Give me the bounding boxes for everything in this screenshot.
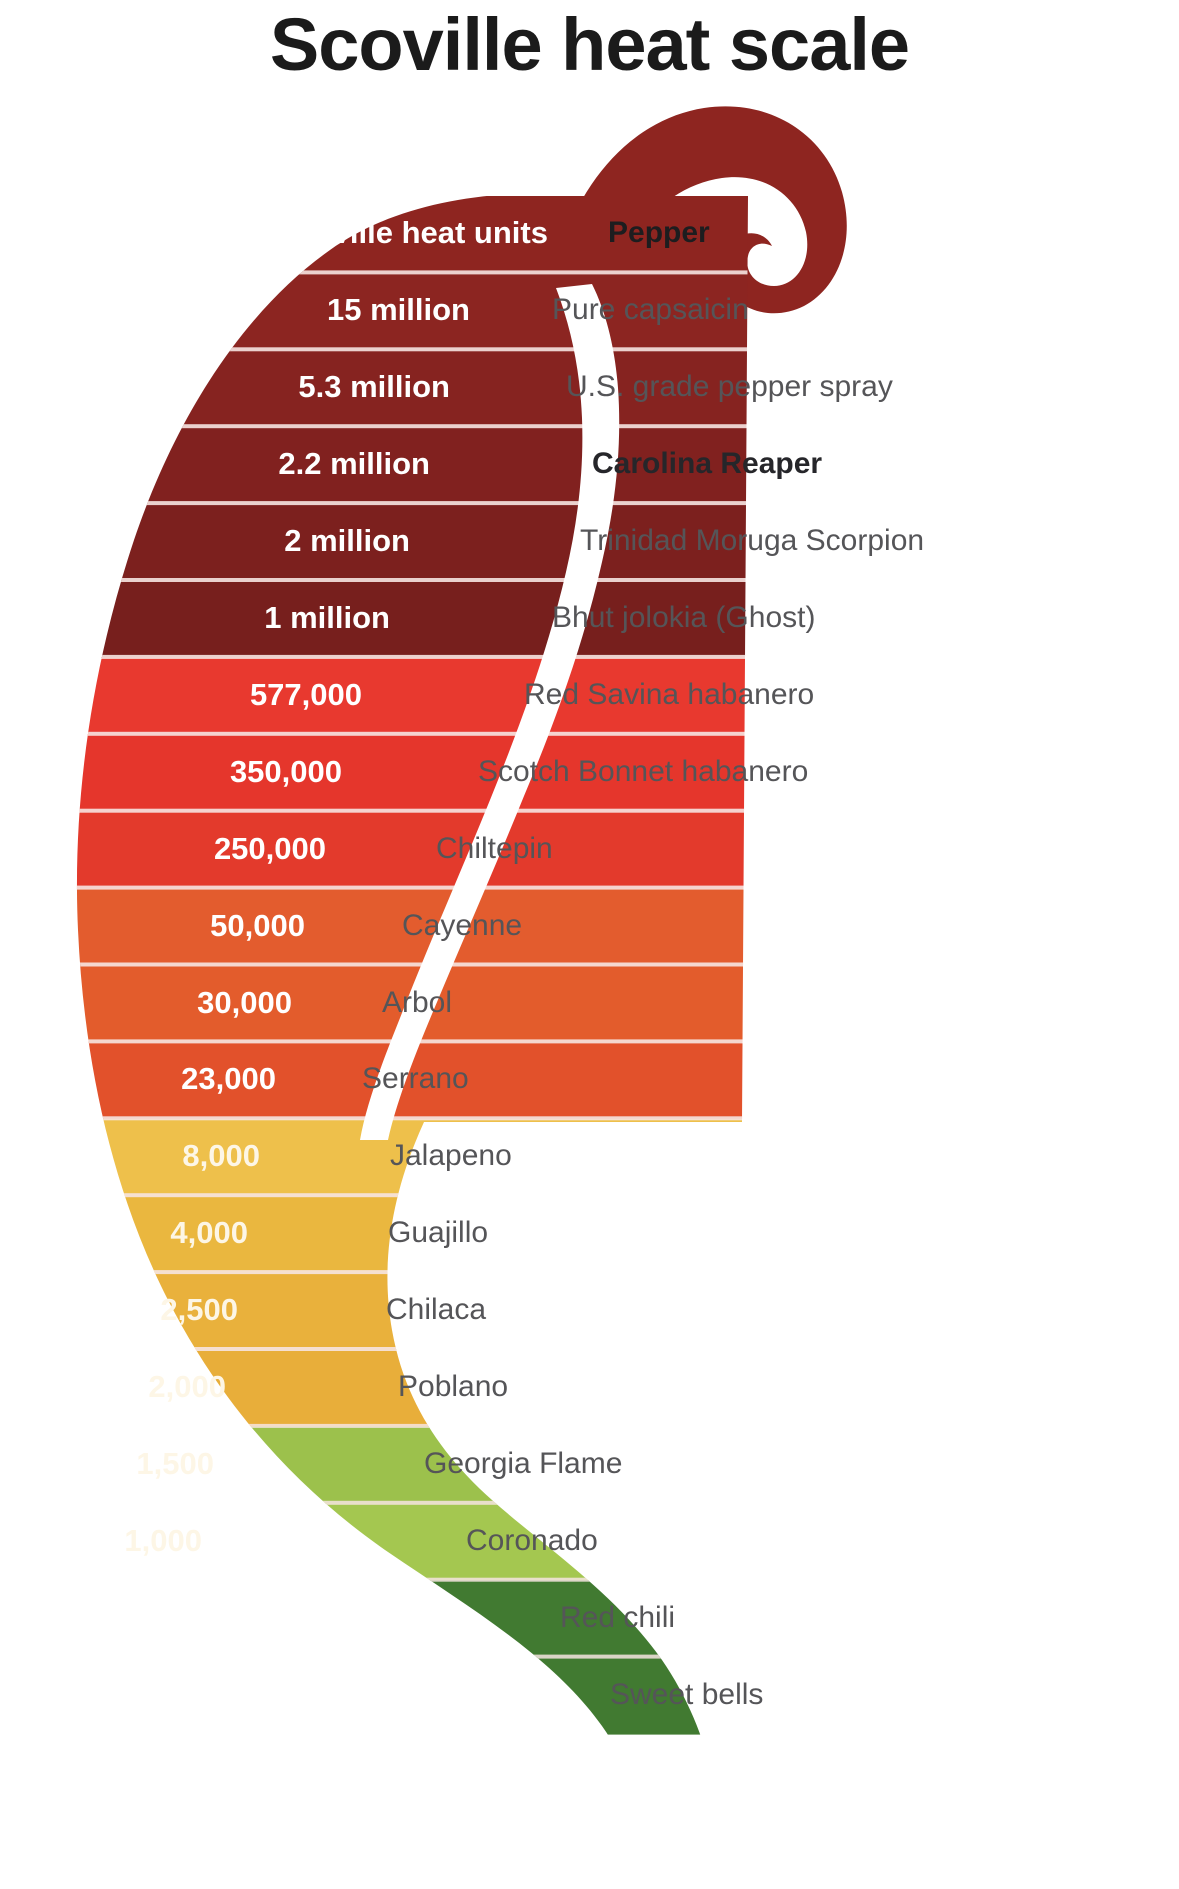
band-divider (76, 1577, 748, 1582)
heat-band (76, 1426, 748, 1504)
band-divider (76, 654, 748, 659)
band-divider (76, 1654, 748, 1659)
heat-band (76, 1657, 748, 1735)
band-divider (76, 1347, 748, 1351)
band-divider (76, 1270, 748, 1275)
band-divider (76, 1423, 748, 1428)
band-divider (76, 1193, 748, 1198)
heat-band (76, 580, 748, 658)
band-divider (76, 1039, 748, 1044)
heat-band (76, 811, 748, 889)
heat-band (76, 1195, 748, 1274)
band-divider (76, 808, 748, 813)
band-divider (76, 962, 748, 967)
heat-band (76, 1041, 748, 1120)
heat-band (76, 888, 748, 966)
band-divider (76, 1500, 748, 1505)
band-divider (76, 731, 748, 736)
band-divider (76, 270, 748, 275)
heat-band (76, 1580, 748, 1658)
band-divider (76, 424, 748, 429)
band-divider (76, 347, 748, 352)
band-divider (76, 501, 748, 506)
heat-band (76, 426, 748, 505)
band-divider (76, 885, 748, 890)
heat-band (76, 503, 748, 582)
page-title: Scoville heat scale (269, 3, 910, 86)
heat-band (76, 734, 748, 812)
heat-band (76, 1349, 748, 1427)
heat-band (76, 1272, 748, 1351)
band-divider (76, 578, 748, 582)
highlight-stripe (360, 284, 620, 1140)
heat-band (76, 1118, 748, 1197)
heat-band (76, 196, 748, 274)
heat-band (76, 657, 748, 735)
band-divider (76, 1116, 748, 1121)
heat-band (76, 1503, 748, 1581)
heat-band (76, 965, 748, 1043)
